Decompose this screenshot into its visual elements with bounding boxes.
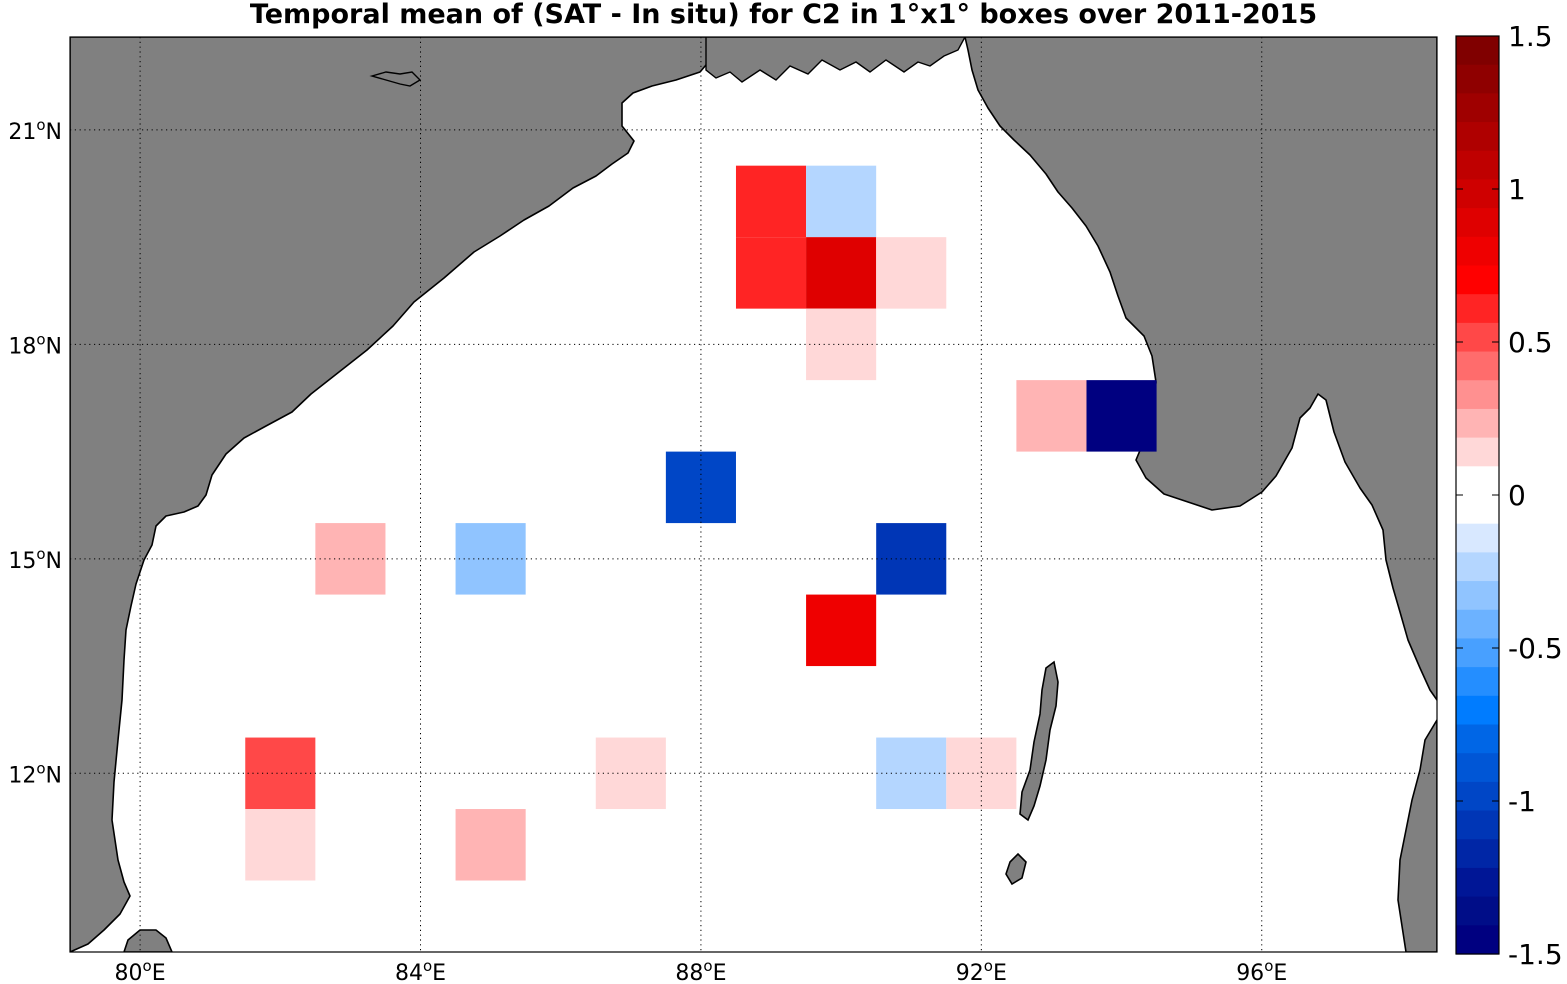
colorbar-segment	[1456, 179, 1499, 209]
colorbar-segment	[1456, 122, 1499, 152]
colorbar-segment	[1456, 667, 1499, 697]
colorbar-tick-label: 0.5	[1508, 326, 1553, 359]
colorbar-segment	[1456, 36, 1499, 66]
lat-tick-15: 15oN	[8, 545, 62, 574]
land-small-island	[369, 71, 422, 87]
colorbar-segment	[1456, 695, 1499, 726]
colorbar-segment	[1456, 294, 1499, 324]
colorbar-segment	[1456, 265, 1499, 295]
land-layer	[70, 37, 1437, 952]
lat-tick-12: 12oN	[8, 759, 62, 788]
land-myanmar	[964, 37, 1437, 701]
colorbar-segment	[1456, 753, 1499, 783]
land-peninsula-south	[1397, 718, 1437, 952]
data-cell-18	[455, 809, 526, 881]
colorbar-segment	[1456, 437, 1499, 467]
colorbar-segment	[1456, 466, 1499, 496]
lon-tick-96: 96oE	[1236, 957, 1287, 984]
data-cell-1	[806, 165, 877, 238]
land-sundarbans	[705, 37, 966, 83]
colorbar-segment	[1456, 64, 1499, 94]
lon-tick-92: 92oE	[956, 957, 1007, 984]
colorbar-tick-label: -1	[1508, 785, 1536, 818]
data-cell-0	[735, 165, 807, 238]
colorbar-tick-label: -1.5	[1508, 938, 1563, 971]
lon-tick-80: 80oE	[115, 957, 166, 984]
data-cell-10	[455, 523, 526, 595]
colorbar-segment	[1456, 495, 1499, 525]
colorbar-segment	[1456, 208, 1499, 238]
lat-tick-18: 18oN	[8, 330, 62, 359]
colorbar-tick-label: 1.5	[1508, 20, 1553, 53]
data-cell-16	[946, 737, 1017, 810]
colorbar-segment	[1456, 839, 1499, 869]
colorbar-segment	[1456, 552, 1499, 582]
longitude-tick-labels: 80oE 84oE 88oE 92oE 96oE	[115, 957, 1288, 984]
data-cell-4	[876, 237, 947, 309]
map-frame	[69, 36, 1438, 953]
colorbar-tick-label: 1	[1508, 173, 1526, 206]
land-andaman-islands	[1019, 660, 1059, 822]
colorbar-segment	[1456, 810, 1499, 840]
latitude-tick-labels: 21oN 18oN 15oN 12oN	[8, 116, 62, 788]
data-cell-8	[665, 451, 736, 524]
data-cell-17	[245, 809, 316, 881]
colorbar-segment	[1456, 93, 1499, 123]
colorbar-segment	[1456, 150, 1499, 181]
colorbar-segment	[1456, 638, 1499, 668]
lat-tick-21: 21oN	[8, 116, 62, 145]
data-cells-layer	[245, 165, 1157, 881]
colorbar-segment	[1456, 896, 1499, 926]
data-cell-3	[806, 237, 877, 309]
data-cell-12	[806, 594, 877, 667]
colorbar-segment	[1456, 523, 1499, 553]
data-cell-5	[806, 308, 877, 381]
lon-tick-84: 84oE	[395, 957, 446, 984]
map-title: Temporal mean of (SAT - In situ) for C2 …	[249, 0, 1318, 30]
data-cell-7	[1086, 380, 1157, 452]
data-cell-2	[735, 237, 807, 309]
colorbar-segment	[1456, 581, 1499, 611]
colorbar-segment	[1456, 925, 1499, 955]
colorbar-segment	[1456, 609, 1499, 640]
colorbar-segment	[1456, 236, 1499, 267]
colorbar-segment	[1456, 351, 1499, 381]
data-cell-13	[245, 737, 316, 810]
data-cell-6	[1016, 380, 1087, 452]
colorbar-segment	[1456, 322, 1499, 353]
lon-tick-88: 88oE	[675, 957, 726, 984]
colorbar-segment	[1456, 408, 1499, 439]
data-cell-14	[595, 737, 666, 810]
colorbar-tick-label: 0	[1508, 479, 1526, 512]
colorbar-tick-labels: 1.5 1 0.5 0 -0.5 -1 -1.5	[1456, 20, 1563, 971]
colorbar-segment	[1456, 380, 1499, 410]
colorbar-segment	[1456, 867, 1499, 898]
land-india	[70, 37, 716, 952]
colorbar-tick-label: -0.5	[1508, 632, 1563, 665]
data-cell-9	[315, 523, 386, 595]
land-little-andaman	[1005, 852, 1027, 886]
colorbar-segment	[1456, 781, 1499, 812]
colorbar-segment	[1456, 724, 1499, 754]
